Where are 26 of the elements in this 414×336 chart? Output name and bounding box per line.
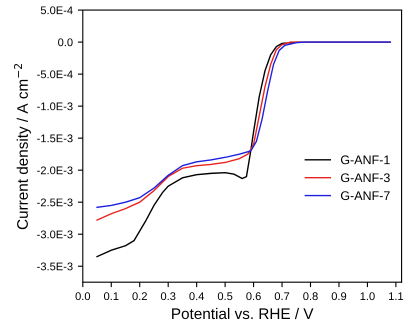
legend-label: G-ANF-3: [340, 173, 390, 182]
x-tick-label: 0.4: [189, 292, 204, 300]
x-tick-label: 0.9: [332, 292, 346, 300]
x-tick-label: 0.8: [303, 292, 318, 300]
y-tick-label: -5.0E-4: [37, 70, 73, 78]
y-tick-label: 0.0: [58, 38, 73, 46]
x-tick-label: 0.0: [76, 292, 90, 300]
x-tick-label: 0.5: [218, 292, 232, 300]
x-tick-label: 0.2: [132, 292, 147, 300]
y-tick-label: -1.0E-3: [37, 102, 73, 110]
x-axis-title: Potential vs. RHE / V: [172, 308, 314, 320]
y-tick-label: -1.5E-3: [37, 134, 73, 142]
y-axis-title: Current density / A cm$^{−2}$: [14, 64, 31, 230]
legend-label: G-ANF-1: [340, 155, 390, 164]
y-tick-label: -2.5E-3: [37, 198, 73, 206]
legend-label: G-ANF-7: [340, 191, 390, 200]
y-tick-label: -3.5E-3: [37, 262, 73, 270]
x-tick-label: 1.1: [389, 292, 404, 300]
y-tick-label: 5.0E-4: [40, 6, 73, 14]
x-tick-label: 0.1: [104, 292, 118, 300]
x-tick-label: 1.0: [360, 292, 375, 300]
x-tick-label: 0.3: [160, 292, 176, 300]
x-tick-label: 0.7: [274, 292, 290, 300]
y-tick-label: -3.0E-3: [37, 230, 73, 238]
y-tick-label: -2.0E-3: [37, 166, 73, 174]
x-tick-label: 0.6: [246, 292, 261, 300]
